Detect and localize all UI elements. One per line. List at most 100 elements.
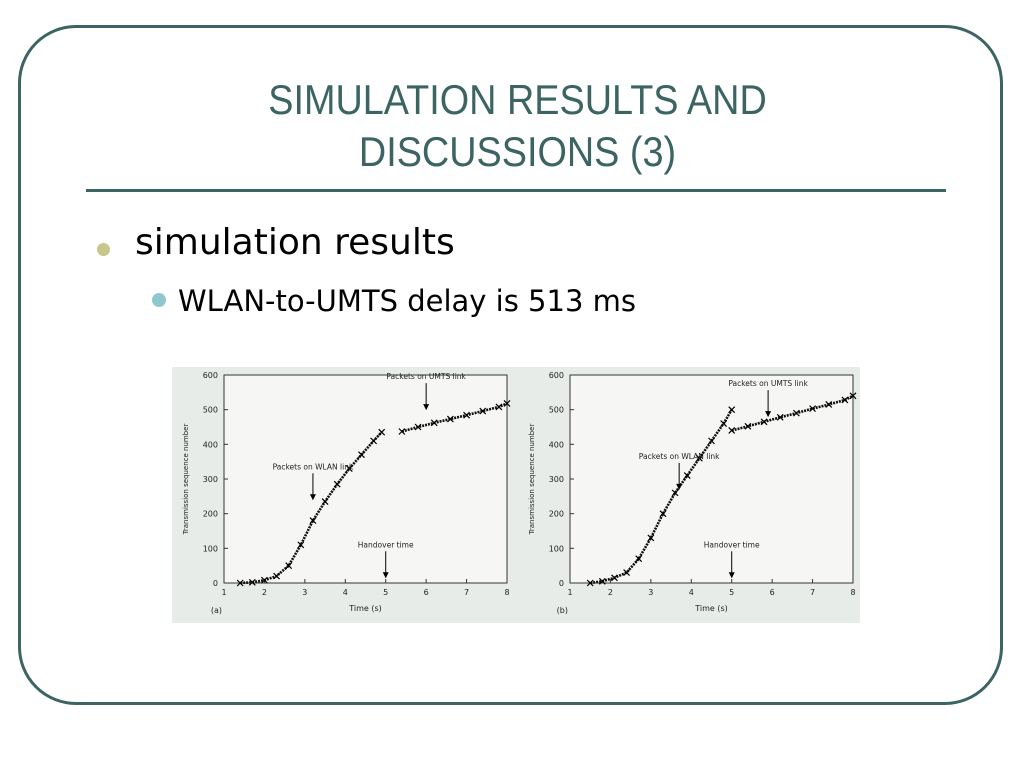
data-point	[792, 409, 800, 417]
arrow-head-icon	[765, 411, 772, 418]
data-point	[273, 572, 280, 580]
panel-label: (b)	[557, 606, 568, 615]
data-point	[623, 569, 631, 577]
x-tick-label: 5	[729, 588, 734, 597]
data-point	[683, 472, 691, 479]
sub-bullet-dot-icon	[152, 293, 166, 307]
data-point	[671, 489, 679, 497]
bullet-dot-icon	[97, 243, 110, 256]
data-point	[635, 555, 643, 563]
data-point	[728, 427, 736, 434]
annotation-label: Packets on UMTS link	[386, 372, 466, 381]
arrow-head-icon	[382, 572, 389, 579]
x-axis-label: Time (s)	[694, 604, 728, 613]
arrow-head-icon	[676, 483, 683, 490]
simulation-figure: 1 2 3 4 5 6 7 8 0 100 200 300 400 500 600 Time (s) Trans…	[172, 367, 860, 623]
data-point	[744, 422, 752, 430]
x-tick-label: 6	[770, 588, 775, 597]
data-point	[333, 480, 341, 488]
data-point	[345, 465, 353, 473]
data-point	[809, 405, 816, 413]
x-tick-label: 1	[567, 588, 572, 597]
data-point	[728, 406, 736, 414]
data-point	[849, 392, 857, 400]
data-point	[611, 574, 618, 582]
data-point	[430, 419, 438, 427]
data-point	[586, 579, 594, 587]
y-tick-label: 400	[203, 440, 218, 449]
y-tick-label: 0	[559, 579, 564, 588]
arrow-head-icon	[423, 404, 430, 411]
x-tick-label: 5	[383, 588, 388, 597]
data-point	[378, 428, 386, 436]
data-point	[446, 415, 454, 423]
x-tick-label: 1	[221, 588, 226, 597]
x-tick-label: 7	[810, 588, 815, 597]
bullet-simulation-results: simulation results	[135, 222, 455, 263]
y-tick-label: 100	[549, 544, 564, 553]
data-point	[695, 454, 703, 462]
data-point	[370, 437, 378, 445]
annotation-label: Handover time	[704, 540, 760, 549]
data-point	[479, 407, 487, 415]
y-tick-label: 400	[549, 440, 564, 449]
data-point	[414, 423, 422, 431]
y-tick-label: 200	[549, 510, 564, 519]
x-tick-label: 7	[464, 588, 469, 597]
x-tick-label: 8	[504, 588, 509, 597]
bullet-delay: WLAN-to-UMTS delay is 513 ms	[178, 284, 636, 318]
y-axis-label: Transmission sequence number	[182, 424, 190, 536]
data-point	[647, 534, 655, 542]
data-point	[495, 403, 503, 411]
data-point	[659, 510, 667, 518]
series-line	[401, 402, 508, 433]
data-point	[720, 420, 728, 427]
annotation-label: Handover time	[358, 540, 414, 549]
data-point	[463, 411, 470, 419]
simulation-charts: 1 2 3 4 5 6 7 8 0 100 200 300 400 500 600 Time (s) Trans…	[182, 371, 857, 615]
y-tick-label: 100	[203, 544, 218, 553]
data-point	[503, 400, 511, 407]
slide-frame	[18, 25, 1003, 705]
x-tick-label: 8	[850, 588, 855, 597]
x-tick-label: 3	[302, 588, 307, 597]
panel-label: (a)	[211, 606, 222, 615]
title-line-1: SIMULATION RESULTS AND	[268, 76, 767, 123]
x-tick-label: 6	[424, 588, 429, 597]
x-tick-label: 2	[262, 588, 267, 597]
data-point	[358, 451, 365, 459]
annotation-label: Packets on UMTS link	[728, 379, 808, 388]
data-point	[236, 579, 244, 587]
y-tick-label: 600	[203, 371, 218, 380]
y-tick-label: 200	[203, 510, 218, 519]
data-point	[248, 578, 256, 586]
title-divider	[86, 189, 946, 192]
x-axis-label: Time (s)	[348, 604, 382, 613]
data-point	[760, 418, 768, 426]
data-point	[825, 401, 833, 408]
data-point	[841, 396, 849, 404]
arrow-head-icon	[309, 494, 316, 501]
data-point	[776, 413, 784, 421]
y-tick-label: 300	[203, 475, 218, 484]
plot-area	[223, 374, 508, 584]
x-tick-label: 4	[689, 588, 694, 597]
annotation-label: Packets on WLAN link	[273, 462, 354, 471]
title-line-2: DISCUSSIONS (3)	[358, 128, 677, 175]
y-tick-label: 0	[213, 579, 218, 588]
data-point	[708, 437, 715, 445]
slide-title: SIMULATION RESULTS AND DISCUSSIONS (3)	[133, 74, 903, 178]
y-tick-label: 300	[549, 475, 564, 484]
y-tick-label: 500	[549, 406, 564, 415]
y-tick-label: 600	[549, 371, 564, 380]
data-point	[598, 577, 606, 585]
data-point	[261, 576, 268, 584]
data-point	[398, 428, 406, 435]
y-tick-label: 500	[203, 406, 218, 415]
data-point	[321, 498, 329, 505]
data-point	[309, 517, 317, 525]
data-point	[297, 541, 305, 549]
x-tick-label: 3	[648, 588, 653, 597]
arrow-head-icon	[728, 572, 735, 579]
data-point	[285, 562, 293, 570]
